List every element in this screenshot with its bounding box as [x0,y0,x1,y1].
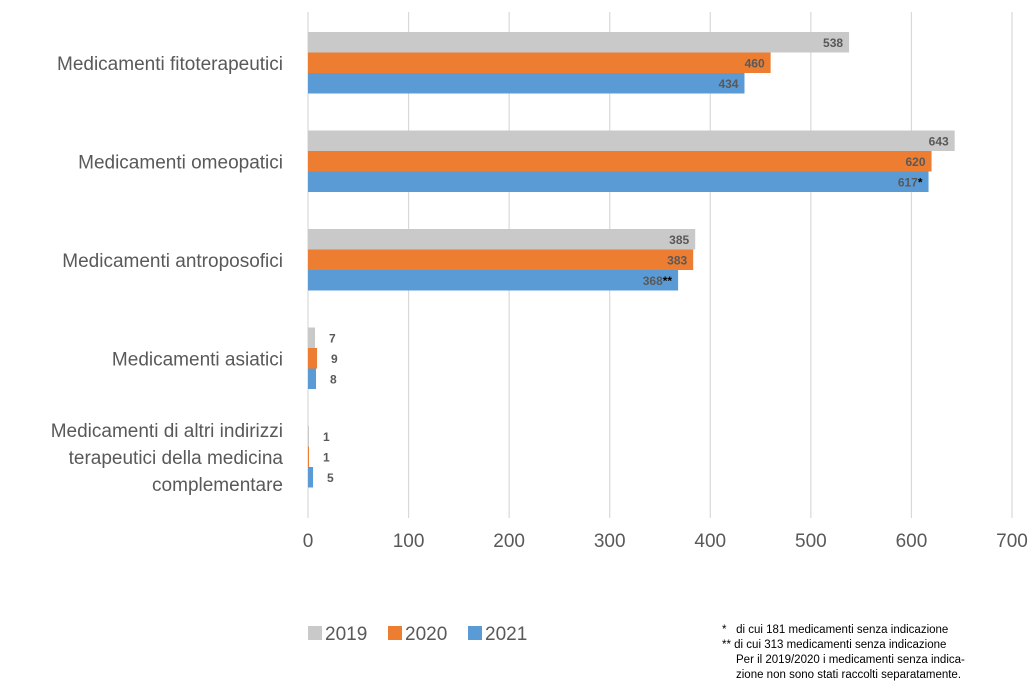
legend-label-2020: 2020 [405,624,447,645]
data-label-2019-4: 1 [323,430,330,444]
category-label-3: Medicamenti asiatici [112,349,283,370]
data-label-2020-3: 9 [331,352,338,366]
data-label-2020-0: 460 [745,56,765,70]
data-label-2020-4: 1 [323,450,330,464]
footnote-3: Per il 2019/2020 i medicamenti senza ind… [736,654,965,666]
bar-2021-1 [308,171,929,192]
bar-2021-2 [308,270,679,291]
bar-2021-4 [308,467,314,488]
x-tick-label: 100 [393,531,425,552]
x-tick-label: 600 [896,531,928,552]
x-tick-label: 400 [694,531,726,552]
bar-2019-1 [308,130,955,151]
bars [308,32,955,488]
x-tick-labels: 0 100 200 300 400 500 600 700 [303,531,1028,552]
data-label-2020-1: 620 [906,155,926,169]
legend-label-2019: 2019 [325,624,367,645]
legend: 2019 2020 2021 [308,624,527,645]
data-label-2020-2: 383 [667,253,687,267]
legend-label-2021: 2021 [485,624,527,645]
bar-2020-2 [308,249,694,270]
data-label-2021-2: 368** [643,274,673,288]
data-label-2021-0: 434 [718,77,738,91]
category-label-4: Medicamenti di altri indirizzi terapeutic… [51,421,284,496]
x-tick-label: 300 [594,531,626,552]
data-label-2019-3: 7 [329,331,336,345]
data-label-2019-0: 538 [823,36,843,50]
category-labels: Medicamenti fitoterapeutici Medicamenti o… [51,54,284,496]
category-label-0: Medicamenti fitoterapeutici [57,54,283,75]
data-label-2019-2: 385 [669,233,689,247]
data-label-2021-1: 617* [898,175,923,189]
legend-swatch-2020 [388,626,402,640]
category-label-1: Medicamenti omeopatici [78,152,283,173]
data-label-2021-3: 8 [330,372,337,386]
legend-swatch-2021 [468,626,482,640]
bar-2020-0 [308,52,771,73]
bar-2019-3 [308,327,316,348]
footnote-1: * di cui 181 medicamenti senza indicazio… [722,624,949,636]
legend-swatch-2019 [308,626,322,640]
bar-2020-1 [308,151,932,172]
x-tick-label: 700 [996,531,1028,552]
category-label-2: Medicamenti antroposofici [62,251,283,272]
footnote-4: zione non sono stati raccolti separatame… [736,669,962,681]
bar-2019-4 [308,426,310,447]
bar-2021-0 [308,73,745,94]
bar-2020-3 [308,348,318,369]
data-label-2021-4: 5 [327,471,334,485]
x-tick-label: 200 [493,531,525,552]
footnotes: * di cui 181 medicamenti senza indicazio… [722,623,1030,683]
x-tick-label: 500 [795,531,827,552]
bar-2021-3 [308,368,317,389]
data-label-2019-1: 643 [929,134,949,148]
footnote-2: ** di cui 313 medicamenti senza indicazi… [722,639,947,651]
x-tick-label: 0 [303,531,314,552]
bar-2019-0 [308,32,850,53]
bar-2019-2 [308,229,696,250]
bar-2020-4 [308,446,310,467]
